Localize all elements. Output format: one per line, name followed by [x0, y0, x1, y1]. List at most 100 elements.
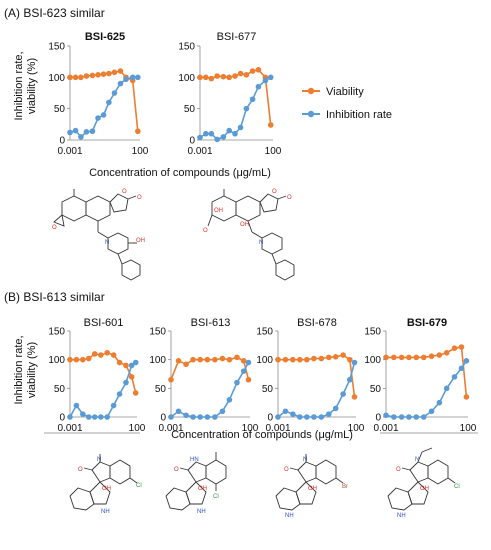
structure-atom: HN — [190, 457, 199, 463]
data-point-inhibition — [311, 414, 317, 420]
data-point-viability — [111, 69, 118, 76]
data-point-inhibition — [297, 414, 303, 420]
legend-inhibition-label: Inhibition rate — [326, 109, 392, 121]
y-tick-label: 100 — [149, 355, 166, 366]
series-line-inhibition — [385, 360, 468, 418]
data-point-inhibition — [197, 414, 203, 420]
data-point-inhibition — [208, 130, 215, 137]
y-tick-label: 50 — [54, 384, 66, 395]
data-point-inhibition — [106, 99, 112, 106]
y-tick-label: 50 — [262, 384, 274, 395]
structure-bsi-677-labels: O O O N OH OH — [203, 189, 292, 246]
data-point-viability — [420, 354, 427, 361]
data-point-viability — [318, 355, 325, 362]
data-point-inhibition — [135, 74, 141, 81]
x-tick-label: 100 — [348, 423, 365, 434]
data-point-viability — [175, 358, 182, 364]
data-point-inhibition — [351, 359, 358, 366]
structure-atom: Cl — [454, 484, 460, 490]
x-tick-label: 0.001 — [373, 423, 398, 434]
legend-inhibition-marker — [307, 110, 315, 118]
data-point-inhibition — [89, 128, 96, 135]
section-b-ylabel-2: viability (%) — [26, 342, 38, 398]
data-point-viability — [463, 394, 470, 400]
data-point-inhibition — [232, 130, 238, 137]
data-point-viability — [383, 354, 389, 361]
chart-title: BSI-679 — [407, 317, 447, 329]
data-point-inhibition — [275, 414, 281, 420]
chart-bsi-601: BSI-601 0 50 100 150 0.001 100 — [48, 317, 145, 434]
data-point-viability — [100, 71, 107, 77]
structure-atom: O — [137, 195, 142, 201]
data-point-inhibition — [458, 365, 465, 372]
data-point-viability — [406, 354, 412, 361]
structure-atom: O — [52, 225, 57, 231]
y-tick-label: 100 — [256, 355, 273, 366]
data-point-viability — [91, 351, 98, 357]
data-point-inhibition — [413, 414, 420, 420]
structure-bsi-625-labels: O O O N OH — [52, 189, 145, 246]
structure-atom: OH — [214, 208, 223, 214]
structure-atom: O — [203, 228, 208, 234]
x-tick-label: 100 — [129, 423, 146, 434]
data-point-inhibition — [383, 412, 389, 419]
chart-bsi-625: BSI-625 0 50 100 150 0.001 100 — [48, 31, 148, 157]
series-line-viability — [386, 346, 468, 397]
x-tick-label: 0.001 — [57, 146, 82, 157]
y-tick-label: 150 — [178, 42, 195, 53]
y-tick-label: 50 — [54, 104, 66, 115]
data-point-inhibition — [212, 414, 218, 420]
structure-bsi-601 — [69, 454, 138, 511]
data-point-viability — [243, 72, 250, 78]
data-point-viability — [117, 68, 124, 74]
data-point-viability — [458, 344, 465, 350]
data-point-inhibition — [240, 368, 247, 374]
data-point-viability — [346, 356, 353, 363]
data-point-inhibition — [175, 408, 182, 415]
data-point-viability — [135, 128, 141, 135]
structure-bsi-679-labels: N O OH NH Cl — [396, 457, 460, 519]
chart-bsi-679: BSI-679 0 50 100 150 0.001 100 — [364, 317, 476, 434]
data-point-inhibition — [100, 112, 107, 118]
x-tick-label: 0.001 — [158, 423, 183, 434]
data-point-inhibition — [98, 414, 104, 420]
data-point-inhibition — [104, 414, 111, 420]
chart-title: BSI-625 — [85, 31, 125, 43]
data-point-inhibition — [318, 414, 325, 420]
section-b-xlabel: Concentration of compounds (μg/mL) — [171, 429, 353, 441]
structure-atom: N — [259, 240, 263, 246]
data-point-viability — [290, 356, 296, 363]
data-point-inhibition — [129, 74, 136, 81]
data-point-viability — [168, 376, 174, 383]
data-point-inhibition — [226, 397, 233, 403]
structure-atom: O — [174, 467, 179, 473]
x-tick-label: 100 — [265, 146, 282, 157]
y-tick-label: 50 — [370, 384, 382, 395]
y-tick-label: 0 — [375, 413, 381, 424]
structure-atom: NH — [197, 509, 206, 515]
structure-bsi-601-labels: N O OH NH Cl — [78, 457, 142, 515]
data-point-viability — [219, 355, 226, 362]
data-point-inhibition — [79, 411, 86, 417]
data-point-viability — [95, 72, 101, 78]
structure-bsi-678-labels: N O OH NH Br — [284, 457, 348, 519]
data-point-inhibition — [85, 414, 92, 420]
data-point-viability — [249, 68, 256, 74]
data-point-viability — [197, 74, 203, 81]
legend-viability-label: Viability — [326, 86, 364, 98]
data-point-inhibition — [128, 362, 135, 369]
data-point-viability — [226, 356, 233, 363]
structure-atom: OH — [102, 486, 111, 492]
data-point-viability — [132, 390, 139, 396]
structure-atom: OH — [136, 238, 145, 244]
series-line-inhibition — [170, 362, 250, 418]
data-point-viability — [98, 352, 104, 358]
data-point-viability — [85, 355, 92, 362]
series-line-viability — [70, 351, 137, 394]
data-point-inhibition — [303, 414, 310, 420]
y-tick-label: 150 — [149, 327, 166, 338]
y-tick-label: 100 — [48, 355, 65, 366]
data-point-viability — [340, 352, 346, 358]
data-point-viability — [303, 356, 310, 363]
data-point-inhibition — [249, 96, 256, 103]
